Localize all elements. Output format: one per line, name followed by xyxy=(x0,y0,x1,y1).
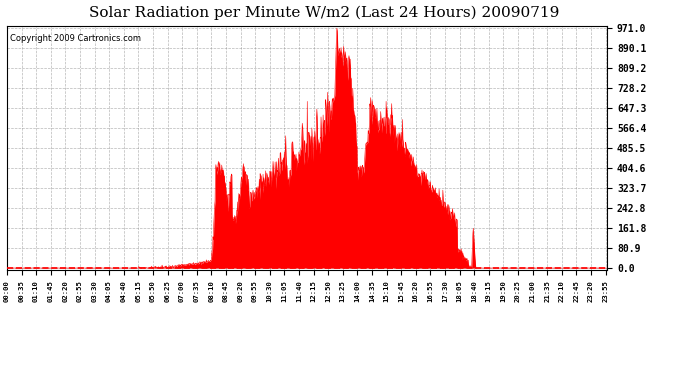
Text: Copyright 2009 Cartronics.com: Copyright 2009 Cartronics.com xyxy=(10,34,141,43)
Text: Solar Radiation per Minute W/m2 (Last 24 Hours) 20090719: Solar Radiation per Minute W/m2 (Last 24… xyxy=(89,6,560,20)
